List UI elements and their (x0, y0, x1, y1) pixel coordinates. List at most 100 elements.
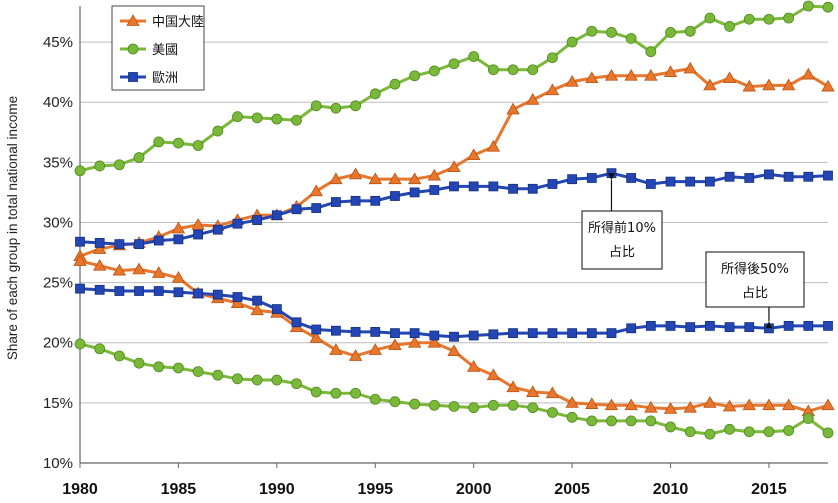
data-point (763, 426, 775, 438)
data-point (133, 152, 145, 163)
data-point (448, 58, 460, 70)
data-point (75, 283, 85, 294)
data-point (409, 70, 421, 82)
y-tick-label: 20% (43, 335, 73, 352)
data-point (466, 148, 481, 161)
data-point (94, 343, 106, 355)
data-point (74, 165, 86, 177)
data-point (566, 411, 578, 423)
data-point (586, 25, 598, 37)
data-point (547, 179, 558, 189)
data-point (427, 168, 442, 181)
data-point (309, 331, 323, 343)
data-point (625, 415, 637, 427)
data-point (744, 173, 755, 183)
data-point (724, 322, 735, 333)
data-point (212, 125, 224, 137)
data-point (468, 51, 480, 62)
data-point (92, 242, 107, 254)
data-point (368, 172, 382, 185)
data-point (309, 184, 323, 197)
data-point (823, 320, 833, 331)
data-point (742, 79, 756, 92)
data-point (153, 286, 164, 296)
data-point (449, 181, 459, 192)
data-point (350, 195, 361, 206)
data-point (153, 235, 164, 246)
annotation-bottom50: 所得後50% 占比 (705, 251, 805, 329)
data-point (390, 191, 400, 201)
data-point (644, 68, 658, 81)
data-point (508, 328, 518, 339)
data-point (683, 61, 697, 74)
data-point (173, 362, 184, 374)
data-point (783, 320, 794, 331)
data-point (684, 426, 696, 438)
data-point (565, 396, 579, 408)
data-point (526, 92, 540, 105)
data-point (152, 266, 166, 278)
data-point (370, 195, 381, 206)
data-point (232, 111, 243, 123)
annotation-arrow-head (765, 321, 773, 329)
data-point (604, 398, 619, 411)
x-tick-label: 2000 (456, 481, 492, 498)
data-point (821, 398, 835, 411)
data-point (644, 400, 658, 413)
series-top10-circle (74, 0, 834, 177)
data-point (329, 172, 343, 185)
data-point (802, 413, 814, 424)
data-point (567, 174, 578, 185)
data-point (113, 159, 125, 171)
legend-label: 中国大陸 (152, 14, 204, 30)
legend-item: 中国大陸 (120, 14, 204, 30)
data-point (527, 64, 539, 76)
data-point (665, 421, 676, 433)
data-point (645, 179, 656, 189)
data-point (704, 176, 715, 187)
annotation-text: 所得後50% (721, 261, 789, 277)
data-point (547, 328, 558, 339)
data-point (388, 172, 402, 185)
data-point (212, 224, 223, 235)
data-point (488, 329, 499, 340)
annotation-top10: 所得前10% 占比 (581, 173, 663, 270)
data-point (764, 169, 774, 180)
data-point (781, 78, 796, 91)
data-point (802, 0, 814, 12)
data-point (407, 335, 422, 348)
data-point (683, 400, 697, 413)
data-point (94, 160, 106, 172)
data-point (310, 100, 322, 112)
data-point (685, 176, 696, 187)
data-point (487, 399, 499, 411)
data-point (127, 43, 139, 55)
data-point (291, 114, 302, 126)
data-point (645, 320, 656, 331)
data-point (803, 320, 814, 331)
data-point (75, 236, 85, 247)
data-point (724, 21, 735, 32)
data-point (606, 27, 617, 38)
data-point (567, 328, 578, 339)
data-point (389, 396, 401, 408)
x-tick-label: 2005 (554, 481, 590, 498)
data-point (291, 378, 302, 390)
data-point (508, 183, 518, 194)
data-point (762, 398, 776, 411)
y-tick-label: 10% (43, 455, 73, 472)
data-point (486, 139, 501, 152)
data-point (468, 402, 480, 414)
data-point (763, 13, 775, 25)
y-tick-label: 25% (43, 275, 73, 292)
data-point (743, 13, 755, 25)
data-point (704, 320, 715, 331)
data-point (722, 71, 737, 84)
data-point (112, 263, 127, 276)
data-point (821, 79, 835, 92)
annotation-text: 占比 (609, 245, 635, 260)
data-point (565, 74, 579, 87)
annotation-box (581, 210, 663, 270)
data-point (330, 387, 342, 399)
